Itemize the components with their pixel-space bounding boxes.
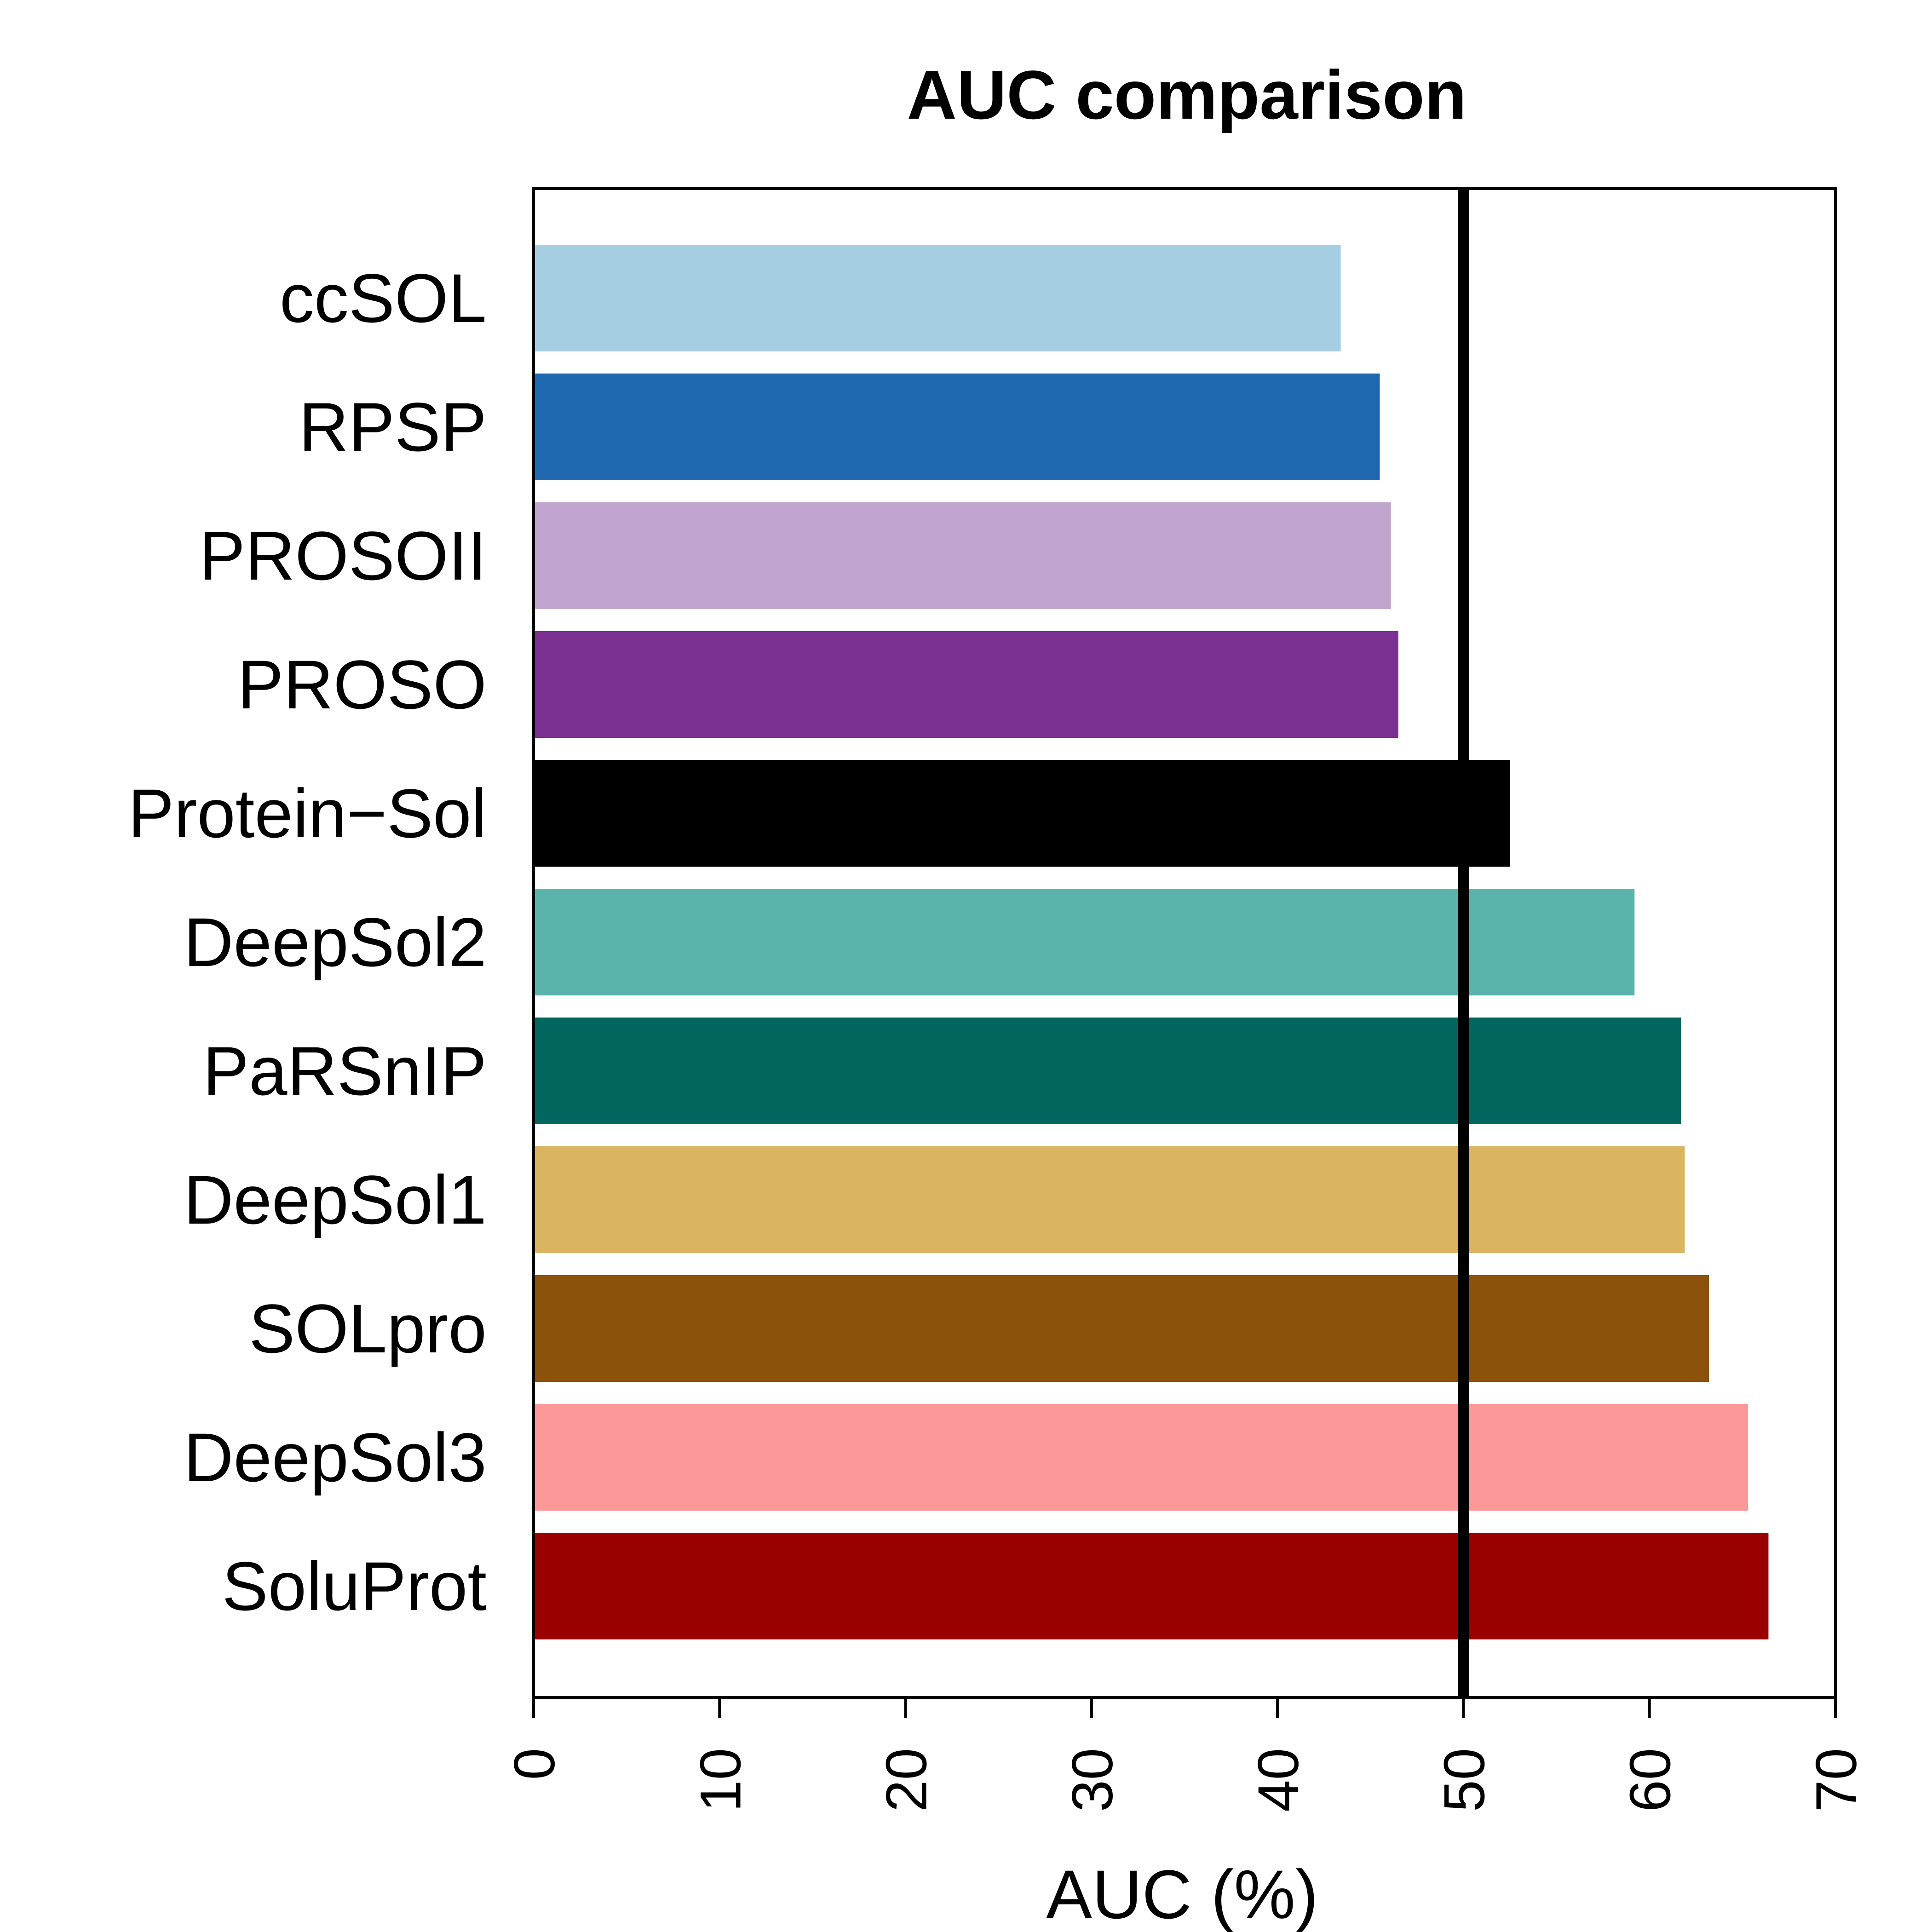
category-label: RPSP [299,388,487,466]
bar-ccsol [534,245,1341,351]
x-tick-label: 0 [503,1748,567,1780]
category-label: Protein−Sol [128,775,487,852]
category-label: PROSO [237,646,487,723]
bar-group [534,245,1769,1639]
category-label: DeepSol2 [184,903,487,981]
x-tick-label: 70 [1805,1748,1869,1812]
category-label-group: ccSOL RPSP PROSOII PROSO Protein−Sol DeepSol2… [128,259,487,1625]
category-label: PROSOII [199,517,487,594]
bar-protein-sol [534,760,1510,867]
bar-deepsol2 [534,889,1635,995]
x-axis: 0 10 20 30 40 50 60 70 [503,1697,1869,1812]
plot-frame [532,187,1837,1699]
x-tick-label: 10 [689,1748,753,1812]
bar-rpsp [534,374,1380,480]
category-label: ccSOL [280,259,487,337]
bar-solpro [534,1275,1709,1382]
x-tick-label: 60 [1619,1748,1683,1812]
x-tick-label: 50 [1432,1748,1496,1812]
category-label: SoluProt [222,1547,487,1625]
chart-title: AUC comparison [907,56,1467,133]
bar-soluprot [534,1533,1769,1639]
category-label: PaRSnIP [203,1032,487,1110]
bar-parsnip [534,1018,1681,1124]
x-tick-label: 20 [875,1748,939,1812]
category-label: DeepSol1 [184,1161,487,1238]
bar-deepsol1 [534,1146,1685,1253]
bar-proso [534,631,1398,738]
category-label: SOLpro [249,1290,487,1367]
x-tick-label: 30 [1061,1748,1125,1812]
bar-deepsol3 [534,1404,1748,1511]
x-axis-title: AUC (%) [1046,1856,1318,1932]
category-label: DeepSol3 [184,1419,487,1496]
bar-prosoii [534,502,1391,609]
x-tick-label: 40 [1247,1748,1311,1812]
